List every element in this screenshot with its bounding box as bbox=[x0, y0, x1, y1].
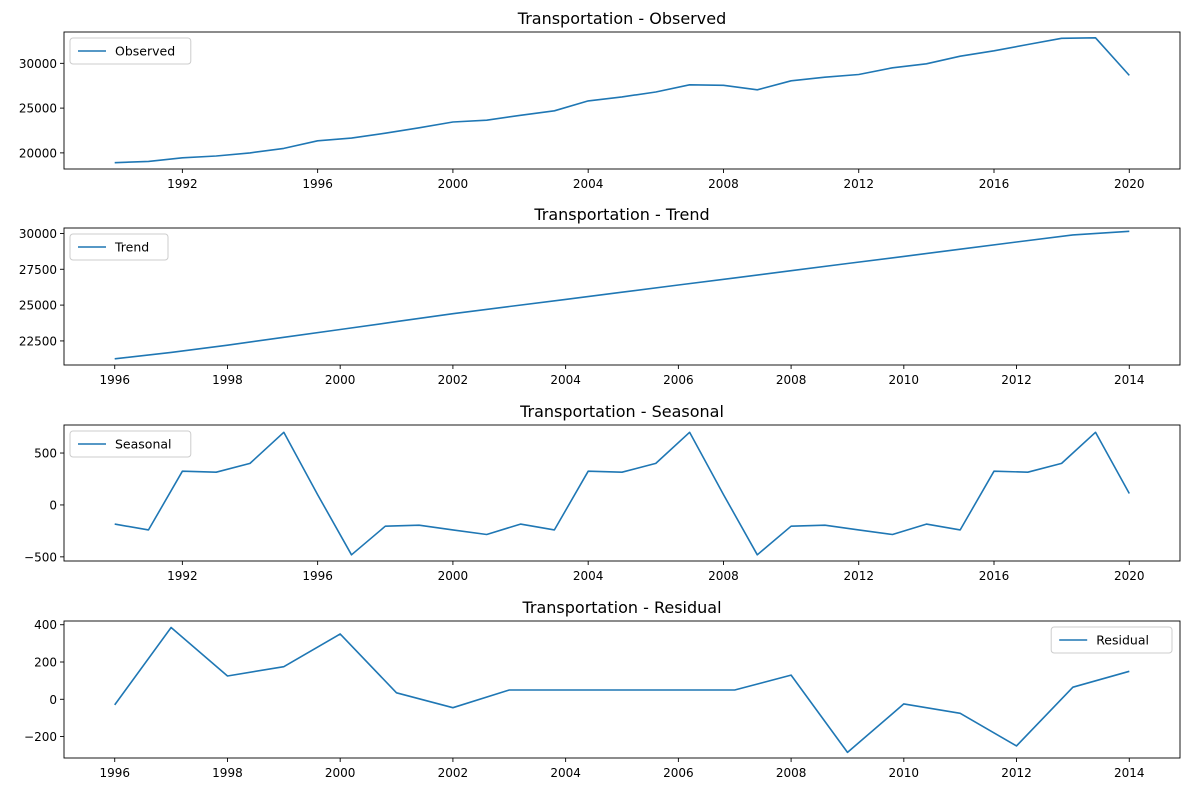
x-tick-label: 2008 bbox=[708, 569, 739, 583]
subplot-3: Transportation - Seasonal 1992 1996 2000 200… bbox=[24, 402, 1181, 583]
chart-title: Transportation - Observed bbox=[517, 9, 726, 28]
x-tick-label: 2014 bbox=[1114, 766, 1145, 780]
x-tick-label: 1996 bbox=[99, 373, 130, 387]
x-tick-label: 2004 bbox=[573, 569, 604, 583]
x-tick-label: 2020 bbox=[1114, 569, 1145, 583]
series-line-trend bbox=[114, 230, 1130, 360]
x-tick-label: 2016 bbox=[979, 569, 1010, 583]
series-line-seasonal bbox=[114, 431, 1131, 556]
x-tick-label: 2004 bbox=[573, 177, 604, 191]
x-tick-label: 2000 bbox=[325, 373, 356, 387]
y-tick-label: 0 bbox=[49, 498, 57, 512]
y-tick-label: 27500 bbox=[19, 263, 57, 277]
x-tick-label: 2008 bbox=[776, 373, 807, 387]
x-tick-label: 2008 bbox=[776, 766, 807, 780]
series-line-observed bbox=[114, 36, 1130, 164]
x-tick-label: 2012 bbox=[843, 569, 874, 583]
legend-label: Seasonal bbox=[115, 437, 172, 452]
y-tick-label: 500 bbox=[34, 447, 57, 461]
x-tick-label: 1996 bbox=[302, 177, 333, 191]
legend-label: Residual bbox=[1096, 633, 1149, 648]
y-tick-label: 0 bbox=[49, 693, 57, 707]
x-tick-label: 2012 bbox=[1001, 766, 1032, 780]
axes-frame bbox=[63, 31, 1181, 170]
axes-frame bbox=[63, 227, 1181, 366]
x-tick-label: 2000 bbox=[325, 766, 356, 780]
y-tick-label: 30000 bbox=[19, 227, 57, 241]
x-tick-label: 1992 bbox=[167, 569, 198, 583]
chart-title: Transportation - Seasonal bbox=[519, 402, 724, 421]
x-tick-label: 2006 bbox=[663, 766, 694, 780]
chart-title: Transportation - Trend bbox=[533, 205, 709, 224]
legend-label: Trend bbox=[114, 240, 149, 255]
legend-box bbox=[1050, 626, 1173, 654]
x-tick-label: 1996 bbox=[99, 766, 130, 780]
y-tick-label: 200 bbox=[34, 656, 57, 670]
axes-frame bbox=[63, 424, 1181, 562]
x-tick-label: 2010 bbox=[889, 766, 920, 780]
x-tick-label: 2004 bbox=[550, 766, 581, 780]
x-tick-label: 2016 bbox=[979, 177, 1010, 191]
legend-label: Observed bbox=[115, 44, 175, 59]
subplot-2: Transportation - Trend 1996 1998 2000 2002 20… bbox=[19, 205, 1181, 387]
x-tick-label: 1998 bbox=[212, 373, 243, 387]
x-tick-label: 2002 bbox=[438, 766, 469, 780]
series-line-residual bbox=[114, 626, 1130, 754]
y-tick-label: 25000 bbox=[19, 299, 57, 313]
x-tick-label: 2004 bbox=[550, 373, 581, 387]
y-tick-label: 30000 bbox=[19, 57, 57, 71]
x-tick-label: 2006 bbox=[663, 373, 694, 387]
x-tick-label: 1998 bbox=[212, 766, 243, 780]
y-tick-label: 20000 bbox=[19, 146, 57, 160]
x-tick-label: 2012 bbox=[1001, 373, 1032, 387]
x-tick-label: 2000 bbox=[438, 569, 469, 583]
x-tick-label: 2008 bbox=[708, 177, 739, 191]
x-tick-label: 2000 bbox=[438, 177, 469, 191]
chart-title: Transportation - Residual bbox=[521, 598, 721, 617]
legend-box bbox=[69, 37, 192, 65]
y-tick-label: 400 bbox=[34, 618, 57, 632]
x-tick-label: 2012 bbox=[843, 177, 874, 191]
y-tick-label: −200 bbox=[24, 730, 57, 744]
axes-frame bbox=[63, 620, 1181, 759]
legend: Seasonal bbox=[69, 430, 192, 458]
subplot-1: Transportation - Observed 1992 1996 2000 200… bbox=[19, 9, 1181, 191]
legend: Trend bbox=[69, 233, 169, 261]
y-tick-label: −500 bbox=[24, 550, 57, 564]
y-tick-label: 25000 bbox=[19, 102, 57, 116]
legend: Observed bbox=[69, 37, 192, 65]
x-tick-label: 2020 bbox=[1114, 177, 1145, 191]
x-tick-label: 1992 bbox=[167, 177, 198, 191]
x-tick-label: 2014 bbox=[1114, 373, 1145, 387]
x-tick-label: 1996 bbox=[302, 569, 333, 583]
x-tick-label: 2002 bbox=[438, 373, 469, 387]
legend-box bbox=[69, 233, 169, 261]
x-tick-label: 2010 bbox=[889, 373, 920, 387]
y-tick-label: 22500 bbox=[19, 334, 57, 348]
legend: Residual bbox=[1050, 626, 1173, 654]
legend-box bbox=[69, 430, 192, 458]
